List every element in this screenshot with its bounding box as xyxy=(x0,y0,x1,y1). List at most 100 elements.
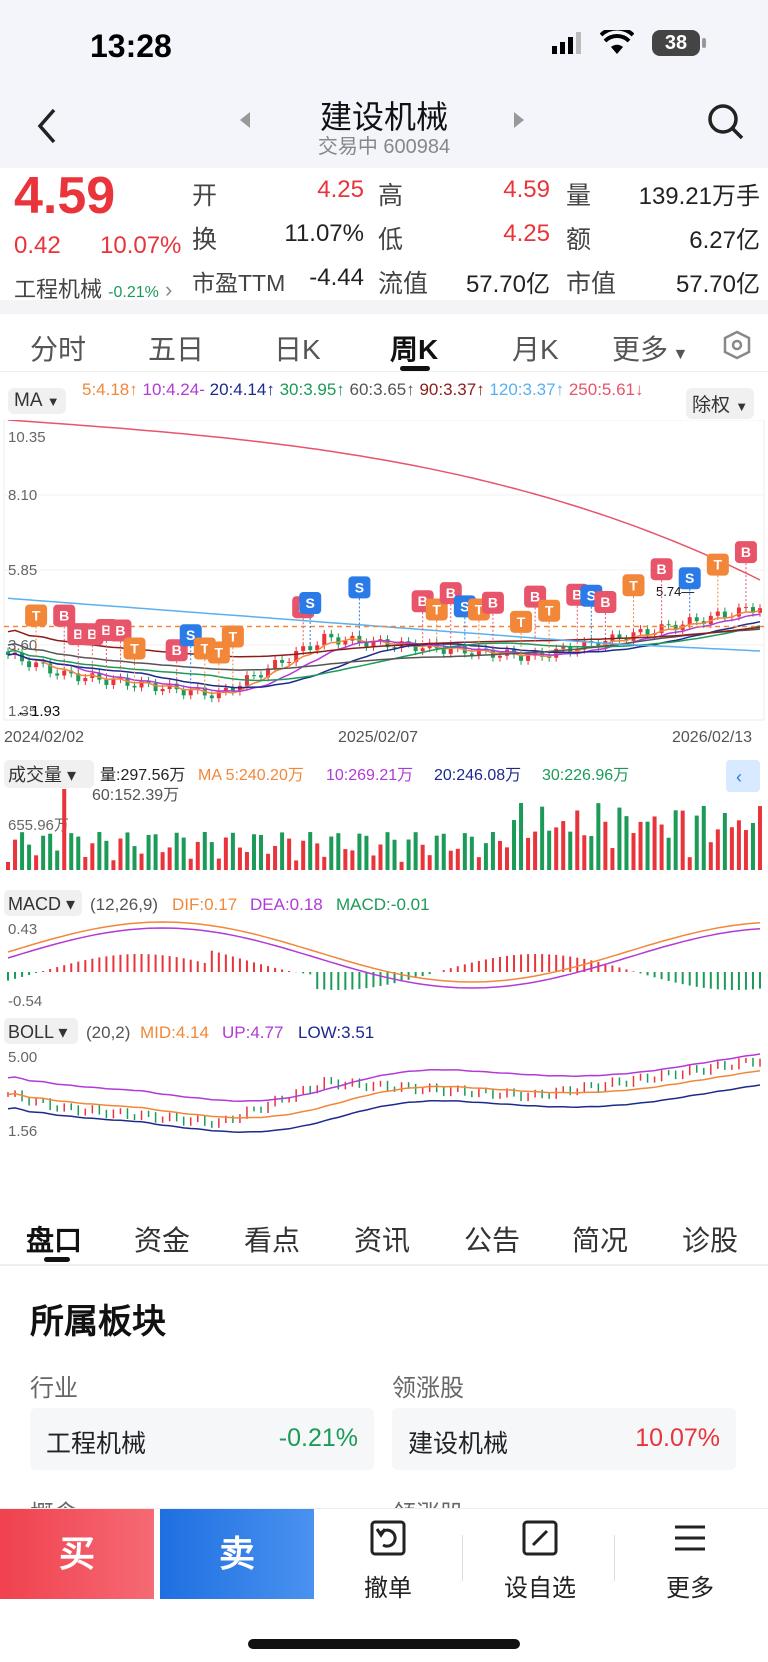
next-stock-icon[interactable] xyxy=(512,110,526,130)
signal-badge-label: B xyxy=(488,595,498,611)
kline-chart[interactable]: 10.358.105.853.601.35←1.935.74—T BB B B BT BS… xyxy=(0,420,768,1205)
candle-body xyxy=(420,648,425,652)
prev-stock-icon[interactable] xyxy=(238,110,252,130)
tab-orderbook[interactable]: 盘口 xyxy=(26,1225,83,1256)
signal-badge-label: S xyxy=(587,588,596,604)
tab-diagnosis[interactable]: 诊股 xyxy=(682,1225,739,1256)
settings-hex-icon[interactable] xyxy=(722,330,752,360)
candle-body xyxy=(322,633,327,646)
volume-bar xyxy=(125,832,130,870)
volume-bar xyxy=(83,857,88,870)
back-icon[interactable] xyxy=(34,106,60,146)
sector-section: 所属板块 行业 领涨股 工程机械 -0.21% 建设机械 10.07% 概念 领… xyxy=(0,1270,768,1528)
volume-bar xyxy=(350,850,355,870)
candle-body xyxy=(561,646,566,649)
candle-body xyxy=(146,680,151,684)
tab-funds[interactable]: 资金 xyxy=(134,1225,191,1256)
signal-badge-label: B xyxy=(572,587,582,603)
candle-body xyxy=(476,648,481,656)
boll-mid-line xyxy=(7,1069,761,1119)
candle-body xyxy=(230,687,235,692)
volume-bar xyxy=(97,832,102,870)
sell-button[interactable]: 卖 xyxy=(160,1509,314,1599)
volume-bar xyxy=(736,820,741,870)
candle-body xyxy=(736,607,741,617)
menu-icon xyxy=(675,1525,705,1551)
volume-bar xyxy=(469,836,474,870)
signal-badge-label: B xyxy=(418,593,428,609)
trading-status: 交易中 600984 xyxy=(317,136,451,158)
tab-announcements[interactable]: 公告 xyxy=(464,1225,521,1256)
boll-axis-bottom: 1.56 xyxy=(8,1123,37,1140)
candle-body xyxy=(441,648,446,654)
volume-value: 139.21万手 xyxy=(638,183,760,210)
volume-bar xyxy=(568,831,573,870)
price-axis-top: 10.35 xyxy=(8,429,46,446)
volume-bar xyxy=(483,843,488,870)
ma-item: 20:4.14↑ xyxy=(209,380,280,399)
price-axis-label: 5.85 xyxy=(8,562,37,579)
volume-bar xyxy=(554,827,559,870)
edit-icon xyxy=(522,1520,558,1556)
tab-daily[interactable]: 日K xyxy=(274,334,321,365)
buy-button[interactable]: 买 xyxy=(0,1509,154,1599)
candle-body xyxy=(392,647,397,649)
tab-news[interactable]: 资讯 xyxy=(354,1225,411,1256)
sector-link[interactable]: 工程机械 -0.21% › xyxy=(14,272,172,304)
volume-bar xyxy=(694,815,699,870)
volume-ma-item: 10:269.21万 xyxy=(326,767,413,784)
volume-bar xyxy=(357,833,362,870)
volume-bar xyxy=(497,840,502,870)
volume-bar xyxy=(540,806,545,870)
search-icon[interactable] xyxy=(706,102,746,142)
candle-body xyxy=(139,680,144,688)
signal-badge-label: B xyxy=(741,544,751,560)
macd-dea-line xyxy=(7,927,761,989)
ma-item: 120:3.37↑ xyxy=(489,380,569,399)
candle-body xyxy=(34,662,39,668)
volume-bar xyxy=(188,858,193,870)
candle-body xyxy=(273,660,278,669)
more-button[interactable]: 更多 xyxy=(640,1519,740,1603)
volume-bar xyxy=(406,839,411,870)
volume-bar xyxy=(413,832,418,870)
volume-bar xyxy=(708,842,713,870)
sector-pct: -0.21% xyxy=(108,284,159,301)
signal-badge xyxy=(650,558,673,581)
macd-axis-bottom: -0.54 xyxy=(8,993,42,1010)
tab-weekly[interactable]: 周K xyxy=(390,334,439,365)
candle-body xyxy=(308,646,313,650)
pe-label: 市盈TTM xyxy=(192,270,286,296)
volume-bar xyxy=(20,832,25,870)
tab-more[interactable]: 更多 ▼ xyxy=(612,334,689,365)
tab-highlights[interactable]: 看点 xyxy=(244,1225,301,1256)
leader-card[interactable]: 建设机械 10.07% xyxy=(392,1408,736,1470)
tab-intraday[interactable]: 分时 xyxy=(30,334,87,365)
battery-icon: 38 xyxy=(652,30,700,56)
tab-profile[interactable]: 简况 xyxy=(572,1225,629,1256)
volume-bar xyxy=(441,833,446,870)
add-watchlist-button[interactable]: 设自选 xyxy=(490,1519,590,1603)
cancel-order-button[interactable]: 撤单 xyxy=(338,1519,438,1603)
info-tabs: 盘口 资金 看点 资讯 公告 简况 诊股 xyxy=(0,1205,768,1265)
tab-five-day[interactable]: 五日 xyxy=(148,334,205,365)
float-value: 57.70亿 xyxy=(465,271,550,298)
ma-item: 90:3.37↑ xyxy=(419,380,490,399)
signal-badge-label: B xyxy=(172,642,182,658)
candle-body xyxy=(364,642,369,647)
signal-badge-label: T xyxy=(545,603,554,619)
candle-body xyxy=(526,655,531,661)
industry-card[interactable]: 工程机械 -0.21% xyxy=(30,1408,374,1470)
candle-body xyxy=(153,683,158,692)
price-axis-bottom: 1.35 xyxy=(8,703,37,720)
volume-bar xyxy=(27,844,32,870)
adjust-selector[interactable]: 除权 ▼ xyxy=(686,388,755,419)
volume-bar xyxy=(48,833,53,870)
ma-item: 10:4.24- xyxy=(142,380,210,399)
tab-monthly[interactable]: 月K xyxy=(512,334,559,365)
turnover-value: 11.07% xyxy=(284,220,364,247)
ma-selector[interactable]: MA ▼ xyxy=(8,388,66,414)
volume-bar xyxy=(160,852,165,870)
candle-body xyxy=(490,649,495,658)
macd-dif: DIF:0.17 xyxy=(172,895,237,914)
